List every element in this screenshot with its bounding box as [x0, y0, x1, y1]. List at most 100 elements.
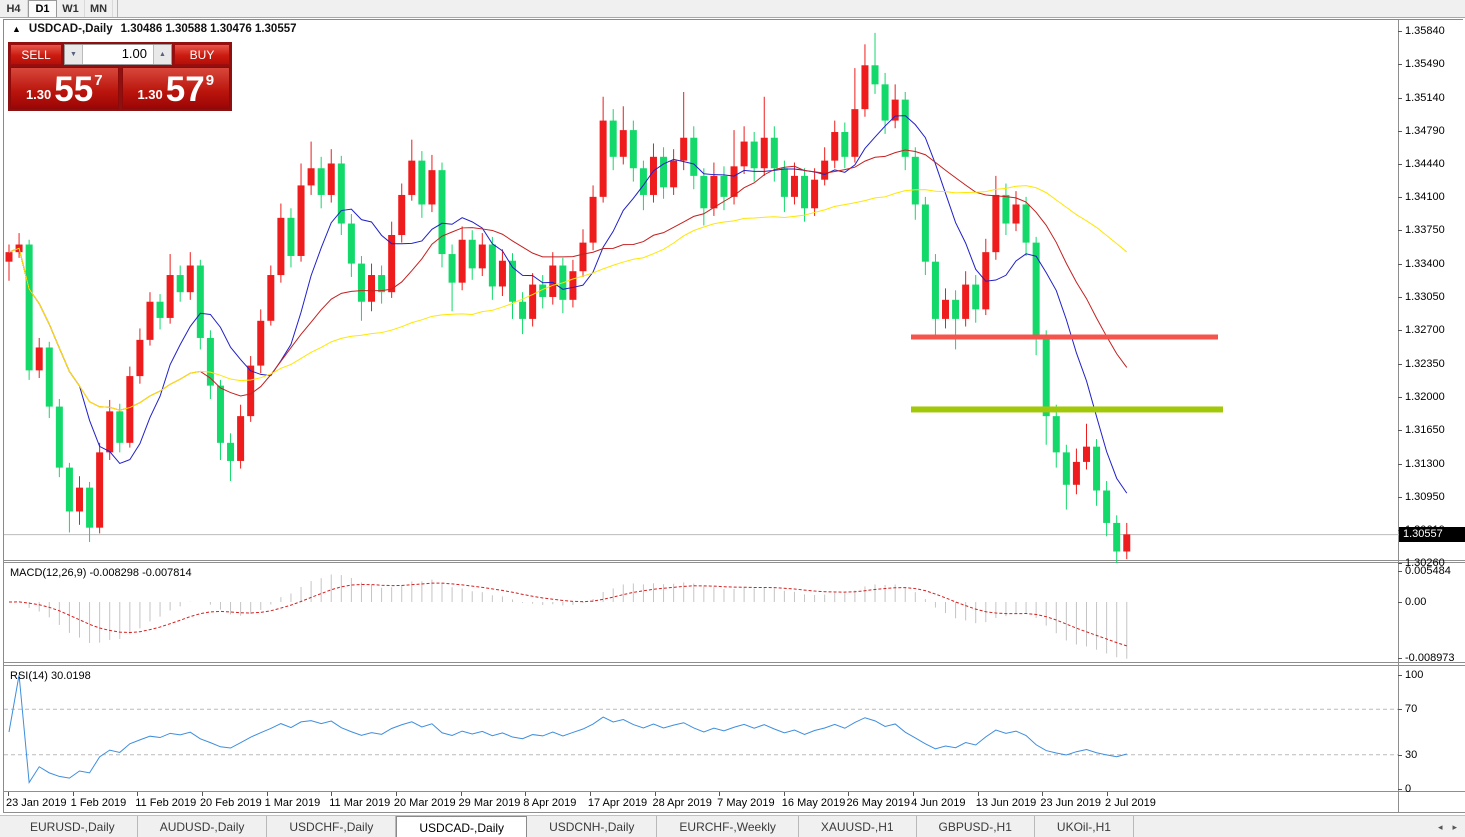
bull-candle	[579, 242, 587, 272]
bear-candle	[1052, 416, 1060, 453]
bull-candle	[106, 411, 114, 453]
chart-tab-ukoil-h1[interactable]: UKOil-,H1	[1035, 816, 1134, 837]
chart-window-border	[3, 19, 1463, 20]
chart-tab-eurchf-weekly[interactable]: EURCHF-,Weekly	[657, 816, 799, 837]
bull-candle	[136, 339, 144, 377]
date-axis-label: 11 Mar 2019	[329, 797, 391, 809]
axis-separator-line	[1398, 20, 1399, 813]
macd-axis-label: 0.005484	[1405, 565, 1451, 577]
date-axis-tick	[331, 792, 333, 796]
timeframe-mn-button[interactable]: MN	[85, 0, 113, 17]
bull-candle	[1123, 534, 1131, 552]
bull-candle	[186, 265, 194, 293]
symbol-header: ▲ USDCAD-,Daily 1.30486 1.30588 1.30476 …	[12, 23, 297, 35]
volume-input[interactable]: 1.00	[83, 45, 153, 64]
price-axis-label: 1.35840	[1405, 24, 1445, 37]
buy-button[interactable]: BUY	[174, 44, 230, 65]
chart-tab-usdchf-daily[interactable]: USDCHF-,Daily	[267, 816, 397, 837]
rsi-axis-label: 100	[1405, 669, 1424, 681]
volume-stepper: ▼ 1.00 ▲	[64, 44, 172, 65]
date-axis-label: 8 Apr 2019	[523, 797, 577, 809]
bear-candle	[509, 260, 516, 302]
bear-candle	[116, 411, 124, 443]
price-axis-tick	[1398, 562, 1402, 564]
sell-price-button[interactable]: 1.30 55 7	[10, 67, 119, 109]
bear-candle	[337, 163, 345, 224]
bull-candle	[529, 284, 537, 319]
date-axis-label: 2 Jul 2019	[1105, 797, 1156, 809]
macd-axis-tick	[1398, 602, 1402, 603]
date-axis-tick	[525, 792, 527, 796]
bear-candle	[1032, 242, 1040, 338]
bull-candle	[388, 234, 396, 293]
timeframe-d1-button[interactable]: D1	[28, 0, 57, 17]
bear-candle	[65, 467, 73, 512]
chart-tab-usdcad-daily[interactable]: USDCAD-,Daily	[396, 816, 528, 837]
date-axis-label: 4 Jun 2019	[911, 797, 966, 809]
timeframe-w1-button[interactable]: W1	[57, 0, 85, 17]
one-click-trade-panel: SELL ▼ 1.00 ▲ BUY 1.30 55 7 1.30 57 9	[8, 42, 232, 111]
volume-increase-icon[interactable]: ▲	[153, 45, 171, 64]
bull-candle	[307, 168, 315, 186]
resistance-line[interactable]	[911, 334, 1218, 340]
rsi-indicator-label: RSI(14) 30.0198	[10, 670, 91, 682]
timeframe-h4-button[interactable]: H4	[0, 0, 28, 17]
sell-button[interactable]: SELL	[10, 44, 62, 65]
bull-candle	[821, 160, 829, 180]
bull-candle	[478, 244, 486, 269]
bear-candle	[488, 244, 496, 287]
bear-candle	[780, 168, 788, 197]
bear-candle	[196, 265, 204, 338]
price-axis-tick	[1398, 430, 1402, 432]
bull-candle	[96, 452, 104, 528]
collapse-chart-icon[interactable]: ▲	[12, 23, 21, 34]
bear-candle	[1022, 204, 1030, 243]
chart-tab-xauusd-h1[interactable]: XAUUSD-,H1	[799, 816, 917, 837]
sell-price-prefix: 1.30	[25, 87, 52, 102]
pane-splitter[interactable]	[3, 562, 1465, 563]
support-line[interactable]	[911, 406, 1223, 413]
price-axis-tick	[1398, 164, 1402, 166]
bull-candle	[730, 166, 738, 197]
pane-splitter[interactable]	[3, 560, 1465, 561]
date-axis-tick	[8, 792, 9, 796]
tab-scroll-left-icon[interactable]: ◂	[1437, 821, 1443, 832]
bull-candle	[760, 137, 768, 169]
tab-scroll-right-icon[interactable]: ▸	[1452, 821, 1457, 832]
bear-candle	[629, 130, 637, 169]
pane-splitter[interactable]	[3, 662, 1465, 663]
chart-tab-eurusd-daily[interactable]: EURUSD-,Daily	[8, 816, 138, 837]
buy-price-button[interactable]: 1.30 57 9	[121, 67, 230, 109]
bull-candle	[297, 185, 305, 256]
chart-tab-audusd-daily[interactable]: AUDUSD-,Daily	[138, 816, 268, 837]
bear-candle	[750, 141, 758, 169]
bull-candle	[649, 156, 657, 195]
date-axis-label: 16 May 2019	[781, 797, 846, 809]
bull-candle	[680, 137, 688, 161]
rsi-axis-tick	[1398, 675, 1402, 676]
bull-candle	[126, 376, 134, 443]
price-axis-tick	[1398, 397, 1402, 399]
bull-candle	[257, 320, 265, 366]
chart-tab-usdcnh-daily[interactable]: USDCNH-,Daily	[527, 816, 658, 837]
bear-candle	[700, 175, 708, 209]
bear-candle	[720, 175, 728, 197]
date-axis-tick	[848, 792, 850, 796]
bull-candle	[790, 175, 798, 197]
symbol-title: USDCAD-,Daily	[28, 23, 113, 35]
bull-candle	[1012, 204, 1020, 224]
date-axis-label: 11 Feb 2019	[135, 797, 197, 809]
bear-candle	[639, 168, 647, 195]
macd-axis-label: -0.008973	[1405, 652, 1455, 664]
chart-tab-gbpusd-h1[interactable]: GBPUSD-,H1	[917, 816, 1035, 837]
pane-splitter	[3, 791, 1465, 792]
date-axis-label: 29 Mar 2019	[458, 797, 521, 809]
volume-decrease-icon[interactable]: ▼	[65, 45, 83, 64]
date-axis-label: 28 Apr 2019	[652, 797, 712, 809]
price-axis-label: 1.30260	[1405, 556, 1445, 569]
pane-splitter[interactable]	[3, 665, 1465, 666]
price-axis-label: 1.33400	[1405, 257, 1445, 270]
price-axis-tick	[1398, 296, 1402, 298]
chart-window-border	[3, 19, 4, 813]
